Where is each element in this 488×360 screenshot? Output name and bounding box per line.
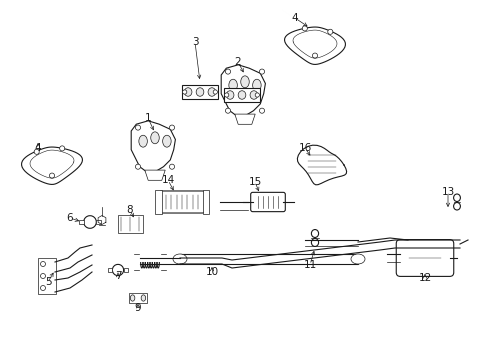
Bar — [224, 88, 259, 102]
Bar — [38, 258, 56, 294]
Circle shape — [255, 93, 259, 97]
Circle shape — [41, 261, 45, 266]
Polygon shape — [144, 170, 165, 180]
Bar — [118, 215, 142, 233]
Ellipse shape — [184, 88, 191, 96]
Text: 1: 1 — [144, 113, 151, 123]
Circle shape — [225, 69, 230, 74]
Circle shape — [135, 125, 140, 130]
Text: 3: 3 — [191, 37, 198, 47]
Ellipse shape — [226, 91, 233, 99]
Text: 11: 11 — [303, 260, 316, 270]
Ellipse shape — [453, 194, 460, 202]
Ellipse shape — [208, 88, 215, 96]
Bar — [123, 269, 127, 271]
FancyBboxPatch shape — [395, 240, 453, 276]
Ellipse shape — [150, 132, 159, 144]
FancyBboxPatch shape — [250, 192, 285, 212]
Text: 4: 4 — [35, 143, 41, 153]
Text: 2: 2 — [234, 57, 241, 67]
Circle shape — [182, 90, 186, 94]
Circle shape — [169, 125, 174, 130]
Ellipse shape — [238, 91, 245, 99]
Circle shape — [224, 93, 228, 97]
Circle shape — [327, 29, 332, 34]
Circle shape — [259, 108, 264, 113]
Circle shape — [41, 285, 45, 291]
Polygon shape — [131, 121, 175, 172]
Bar — [182, 85, 218, 99]
Text: 12: 12 — [418, 273, 431, 283]
Text: 7: 7 — [115, 271, 121, 281]
Text: 10: 10 — [205, 267, 218, 277]
Text: 16: 16 — [298, 143, 311, 153]
Text: 5: 5 — [44, 277, 51, 287]
Circle shape — [60, 146, 64, 151]
Ellipse shape — [249, 91, 257, 99]
Text: 8: 8 — [126, 205, 133, 215]
Ellipse shape — [311, 230, 318, 238]
Circle shape — [302, 26, 307, 31]
Text: 14: 14 — [161, 175, 174, 185]
Polygon shape — [234, 114, 255, 124]
Ellipse shape — [196, 88, 203, 96]
Bar — [202, 190, 209, 214]
Bar — [96, 220, 101, 224]
Ellipse shape — [173, 254, 186, 264]
Circle shape — [312, 53, 317, 58]
Polygon shape — [221, 65, 265, 116]
Ellipse shape — [141, 295, 145, 301]
Circle shape — [169, 164, 174, 169]
Text: 13: 13 — [441, 187, 454, 197]
Bar — [129, 293, 147, 303]
Bar — [180, 254, 357, 264]
Text: 6: 6 — [66, 213, 73, 223]
Circle shape — [135, 164, 140, 169]
Circle shape — [225, 108, 230, 113]
Polygon shape — [21, 147, 82, 184]
Ellipse shape — [240, 76, 249, 88]
Text: 4: 4 — [291, 13, 298, 23]
Ellipse shape — [130, 295, 135, 301]
Ellipse shape — [163, 135, 171, 147]
Polygon shape — [284, 27, 345, 64]
Text: 15: 15 — [248, 177, 261, 187]
Circle shape — [49, 173, 55, 178]
Circle shape — [34, 149, 39, 154]
Circle shape — [41, 274, 45, 279]
FancyBboxPatch shape — [159, 191, 204, 213]
Ellipse shape — [139, 135, 147, 147]
Ellipse shape — [311, 239, 318, 247]
Bar — [155, 190, 161, 214]
Ellipse shape — [252, 79, 261, 91]
Ellipse shape — [350, 254, 364, 264]
Text: 9: 9 — [134, 303, 141, 313]
Ellipse shape — [228, 79, 237, 91]
Ellipse shape — [453, 203, 460, 210]
Bar — [79, 220, 83, 224]
Circle shape — [259, 69, 264, 74]
Circle shape — [213, 90, 217, 94]
Bar — [108, 269, 112, 271]
